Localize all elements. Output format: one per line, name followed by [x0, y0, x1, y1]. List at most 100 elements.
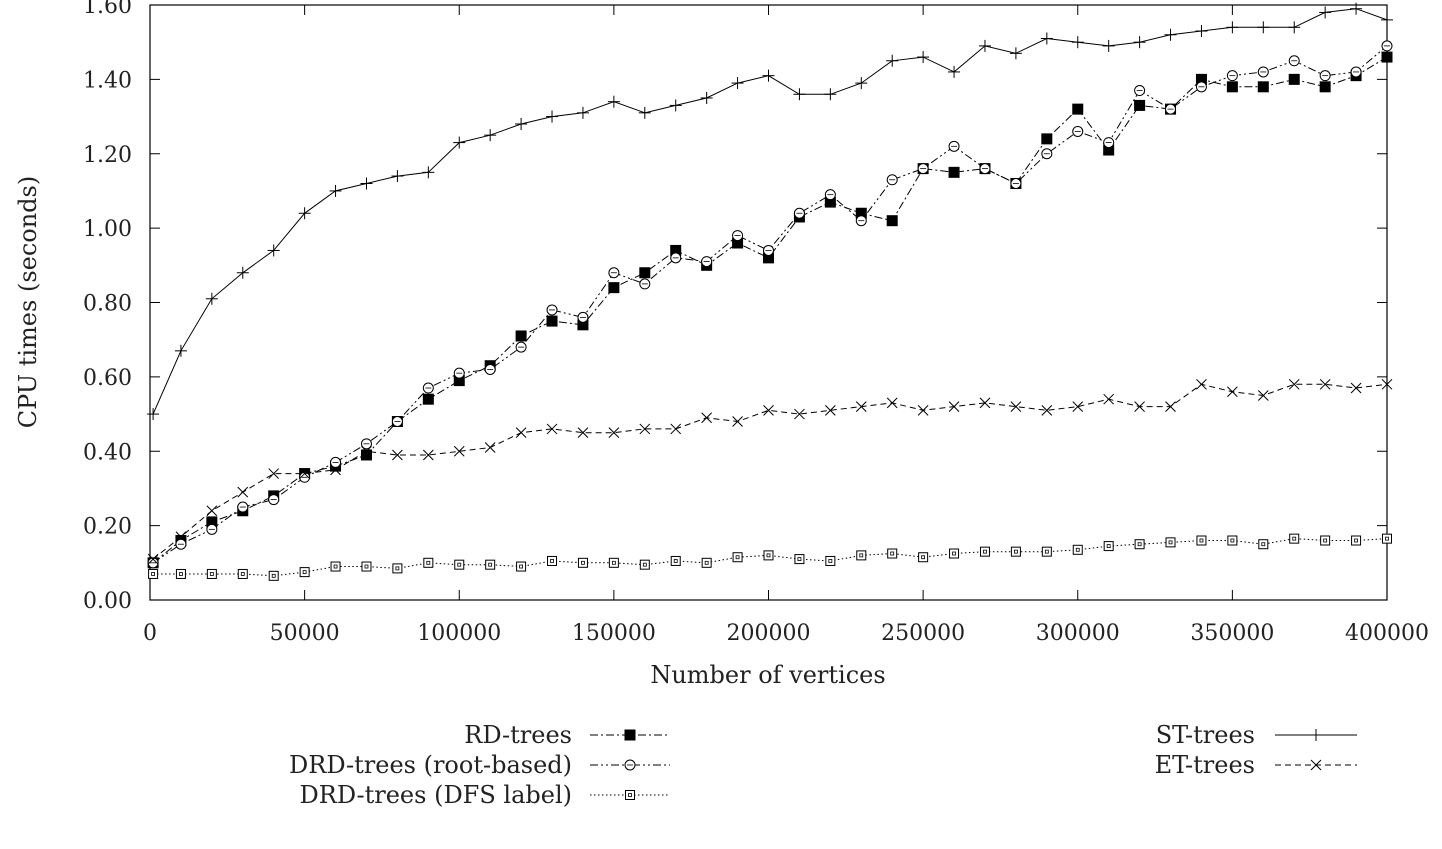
data-point-drd-trees-dfs-label [1227, 535, 1238, 546]
y-axis-title: CPU times (seconds) [14, 176, 42, 428]
data-point-et-trees [917, 404, 929, 416]
data-point-et-trees [855, 401, 867, 412]
data-point-drd-trees-dfs-label-inner [1292, 536, 1297, 541]
data-point-drd-trees-dfs-label-inner [209, 572, 214, 576]
legend-item-st-trees: ST-trees [1156, 721, 1357, 749]
data-point-drd-trees-dfs-label [1320, 535, 1331, 546]
data-point-drd-trees-dfs-label-inner [797, 557, 802, 561]
data-point-st-trees [1009, 47, 1022, 60]
data-point-drd-trees-dfs-label [701, 557, 712, 568]
data-point-drd-trees-dfs-label-inner [921, 555, 926, 560]
data-point-et-trees [979, 397, 991, 409]
data-point-et-trees [1103, 393, 1115, 405]
legend-marker [1310, 759, 1322, 771]
data-point-drd-trees-dfs-label [825, 555, 836, 566]
data-point-drd-trees-dfs-label-inner [1106, 544, 1111, 548]
legend-item-drd-trees-root-based: DRD-trees (root-based) [289, 751, 670, 779]
data-point-st-trees [147, 408, 160, 421]
data-point-st-trees [236, 266, 249, 279]
data-point-drd-trees-dfs-label-inner [828, 559, 833, 563]
data-point-st-trees [855, 77, 868, 90]
data-point-drd-trees-dfs-label [1103, 541, 1114, 552]
data-point-st-trees [669, 99, 682, 112]
data-point-st-trees [762, 69, 775, 82]
data-point-drd-trees-dfs-label-inner [1354, 538, 1358, 543]
data-point-drd-trees-dfs-label [1196, 535, 1207, 546]
y-tick-label: 1.60 [83, 0, 132, 19]
data-point-rd-trees [1226, 81, 1238, 93]
data-point-rd-trees [948, 166, 960, 178]
series-drd-trees-root-based [147, 40, 1393, 569]
data-point-drd-trees-dfs-label [1134, 539, 1145, 550]
data-point-drd-trees-dfs-label [670, 555, 681, 566]
data-point-et-trees [1196, 378, 1207, 390]
y-tick-label: 0.40 [83, 440, 132, 465]
legend-marker [624, 729, 636, 741]
legend-label: ET-trees [1155, 751, 1255, 779]
data-point-et-trees [1350, 382, 1362, 394]
data-point-drd-trees-dfs-label-inner [1044, 549, 1049, 554]
data-point-drd-trees-dfs-label-inner [395, 566, 400, 571]
data-point-et-trees [268, 468, 280, 479]
data-point-et-trees [763, 404, 774, 416]
data-point-drd-trees-dfs-label [979, 546, 990, 557]
y-tick-label: 0.00 [83, 589, 132, 614]
data-point-drd-trees-dfs-label-inner [426, 560, 431, 565]
data-point-et-trees [1381, 378, 1393, 390]
data-point-drd-trees-dfs-label-inner [179, 572, 183, 576]
series-et-trees [147, 378, 1393, 565]
axes: 0 50000 100000 150000 200000 250000 300000 3500… [83, 0, 1429, 646]
data-point-et-trees [701, 412, 713, 424]
data-point-et-trees [1010, 401, 1022, 412]
y-tick-label: 0.80 [83, 292, 132, 317]
data-point-st-trees [638, 106, 651, 119]
data-point-drd-trees-dfs-label-inner [642, 562, 647, 567]
data-point-drd-trees-dfs-label [732, 552, 743, 563]
x-tick-label: 250000 [881, 621, 965, 646]
data-point-et-trees [1319, 378, 1331, 390]
data-point-st-trees [174, 344, 187, 357]
data-point-rd-trees [515, 330, 527, 342]
data-point-et-trees [1041, 404, 1053, 416]
data-point-st-trees [267, 244, 280, 257]
legend-marker [625, 790, 635, 800]
data-point-drd-trees-dfs-label [206, 568, 217, 579]
data-point-et-trees [948, 401, 960, 412]
data-point-drd-trees-dfs-label [1351, 535, 1362, 546]
data-point-drd-trees-dfs-label [454, 559, 465, 570]
data-point-drd-trees-dfs-label-inner [735, 555, 740, 560]
data-point-et-trees [206, 505, 218, 517]
data-point-et-trees [577, 427, 589, 439]
data-point-drd-trees-dfs-label-inner [519, 564, 523, 569]
x-tick-label: 100000 [417, 621, 501, 646]
data-point-st-trees [1350, 2, 1363, 15]
data-point-st-trees [1102, 39, 1115, 52]
data-point-drd-trees-dfs-label [1382, 533, 1392, 544]
data-point-drd-trees-dfs-label [392, 563, 403, 574]
data-point-et-trees [237, 486, 249, 498]
data-point-drd-trees-dfs-label-inner [550, 559, 554, 563]
data-point-drd-trees-dfs-label [856, 550, 867, 561]
data-point-st-trees [824, 88, 837, 101]
data-point-et-trees [1072, 401, 1084, 412]
data-point-drd-trees-dfs-label-inner [1168, 540, 1173, 545]
series-layer [147, 2, 1393, 581]
series-drd-trees-dfs-label [148, 533, 1392, 581]
data-point-et-trees [147, 553, 159, 565]
data-point-st-trees [484, 129, 497, 142]
data-point-rd-trees [360, 449, 372, 461]
y-tick-label: 0.60 [83, 366, 132, 391]
data-point-et-trees [422, 449, 434, 461]
data-point-et-trees [824, 404, 836, 416]
data-point-st-trees [515, 118, 528, 130]
data-point-drd-trees-dfs-label-inner [302, 570, 307, 575]
data-point-st-trees [453, 136, 466, 149]
data-point-st-trees [607, 95, 620, 108]
legend-label: DRD-trees (DFS label) [300, 781, 573, 809]
data-point-rd-trees [422, 393, 434, 405]
data-point-st-trees [1071, 36, 1084, 49]
data-point-drd-trees-dfs-label-inner [952, 551, 956, 556]
legend-item-et-trees: ET-trees [1155, 751, 1357, 779]
data-point-drd-trees-dfs-label-inner [1199, 538, 1204, 543]
data-point-rd-trees [1381, 51, 1393, 63]
